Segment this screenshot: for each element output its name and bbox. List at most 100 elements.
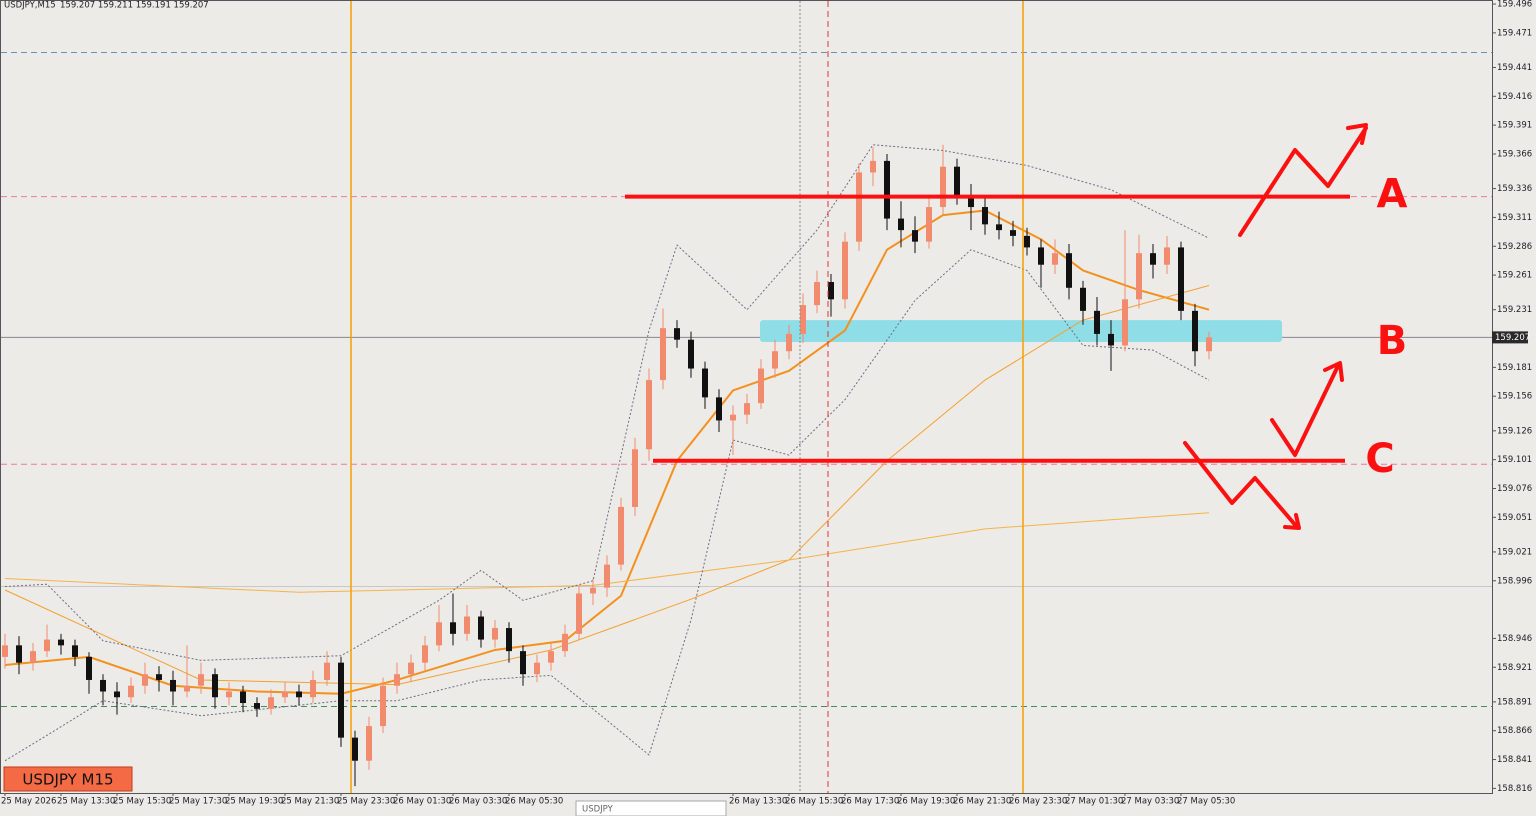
candle-body — [16, 645, 22, 663]
candle-body — [618, 506, 624, 565]
y-tick-label: 158.891 — [1497, 697, 1532, 707]
x-tick-label: 27 May 05:30 — [1177, 797, 1235, 807]
candle-body — [394, 674, 400, 686]
candle-body — [324, 662, 330, 680]
candle-body — [1038, 247, 1044, 265]
symbol-box — [3, 766, 133, 792]
header-values: 159.207 159.211 159.191 159.207 — [60, 1, 209, 11]
candle-body — [1178, 247, 1184, 311]
candle-body — [968, 195, 974, 208]
candle-body — [716, 397, 722, 421]
x-tick-label: 27 May 03:30 — [1121, 797, 1179, 807]
candle-body — [352, 737, 358, 761]
candle-body — [758, 368, 764, 404]
candle-body — [212, 674, 218, 698]
candle-body — [1164, 247, 1170, 265]
x-tick-label: 26 May 19:30 — [897, 797, 955, 807]
plot-layer — [1, 51, 1492, 787]
candle-body — [282, 691, 288, 698]
candle-body — [100, 679, 106, 692]
candle-body — [86, 656, 92, 680]
candle-body — [506, 628, 512, 652]
candle-body — [1024, 235, 1030, 248]
x-tick-label: 26 May 17:30 — [841, 797, 899, 807]
candle-body — [338, 662, 344, 738]
indicator-line — [4, 144, 1210, 661]
y-tick-label: 158.946 — [1497, 634, 1532, 644]
candle-body — [198, 674, 204, 686]
y-tick-label: 159.391 — [1497, 121, 1532, 131]
y-tick-label: 159.311 — [1497, 213, 1532, 223]
candle-body — [996, 224, 1002, 231]
candle-body — [926, 207, 932, 242]
y-tick-label: 159.101 — [1497, 455, 1532, 465]
candle-body — [310, 679, 316, 698]
candle-body — [380, 685, 386, 727]
candle-body — [478, 616, 484, 640]
candle-body — [1192, 310, 1198, 352]
x-tick-label: 25 May 17:30 — [169, 797, 227, 807]
candle-body — [632, 449, 638, 507]
candle-body — [786, 333, 792, 352]
candle-body — [646, 380, 652, 450]
y-tick-label: 159.286 — [1497, 242, 1532, 252]
y-tick-label: 159.366 — [1497, 149, 1532, 159]
candle-body — [702, 368, 708, 398]
candle-body — [422, 645, 428, 663]
level-letter: C — [1365, 436, 1394, 482]
tab-label[interactable]: USDJPY — [582, 805, 614, 815]
candle-body — [492, 628, 498, 640]
x-tick-label: 26 May 13:30 — [729, 797, 787, 807]
candle-body — [366, 726, 372, 761]
candle-body — [1066, 253, 1072, 288]
y-tick-label: 158.841 — [1497, 755, 1532, 765]
level-letter: A — [1377, 172, 1408, 218]
tab[interactable] — [575, 800, 727, 816]
candle-body — [44, 639, 50, 652]
x-tick-label: 27 May 01:30 — [1065, 797, 1123, 807]
candle-body — [1122, 299, 1128, 346]
candle-body — [912, 230, 918, 242]
candle-body — [982, 207, 988, 225]
candle-body — [884, 160, 890, 219]
candle-body — [1136, 253, 1142, 300]
candle-body — [1206, 337, 1212, 352]
candle-body — [940, 166, 946, 208]
x-tick-label: 25 May 23:30 — [337, 797, 395, 807]
candle-body — [954, 166, 960, 196]
candle-body — [548, 651, 554, 663]
candle-body — [898, 218, 904, 231]
x-tick-label: 26 May 05:30 — [505, 797, 563, 807]
candle-body — [170, 679, 176, 692]
arrow-down-c — [1183, 441, 1301, 530]
y-tick-label: 158.996 — [1497, 576, 1532, 586]
candle-body — [268, 697, 274, 709]
y-tick-label: 159.231 — [1497, 305, 1532, 315]
y-tick-label: 159.336 — [1497, 184, 1532, 194]
y-tick-label: 159.156 — [1497, 392, 1532, 402]
y-tick-label: 158.921 — [1497, 663, 1532, 673]
y-tick-label: 159.076 — [1497, 484, 1532, 494]
y-tick-label: 159.126 — [1497, 426, 1532, 436]
candle-body — [772, 351, 778, 369]
x-tick-label: 26 May 23:30 — [1009, 797, 1067, 807]
zone-letter: B — [1377, 318, 1408, 364]
symbol-label: USDJPY M15 — [22, 771, 113, 789]
candle-body — [72, 645, 78, 657]
x-tick-label: 25 May 19:30 — [225, 797, 283, 807]
x-tick-label: 26 May 01:30 — [393, 797, 451, 807]
candle-body — [142, 674, 148, 686]
price-tag — [1492, 331, 1528, 344]
candle-body — [534, 662, 540, 675]
candle-body — [828, 282, 834, 300]
x-tick-label: 25 May 15:30 — [113, 797, 171, 807]
x-tick-label: 26 May 15:30 — [785, 797, 843, 807]
candle-body — [1052, 253, 1058, 265]
candle-body — [464, 616, 470, 634]
candle-body — [30, 651, 36, 663]
candle-body — [674, 328, 680, 340]
y-tick-label: 159.181 — [1497, 363, 1532, 373]
chart-title: USDJPY,M15 — [4, 1, 56, 11]
candle-body — [114, 691, 120, 698]
